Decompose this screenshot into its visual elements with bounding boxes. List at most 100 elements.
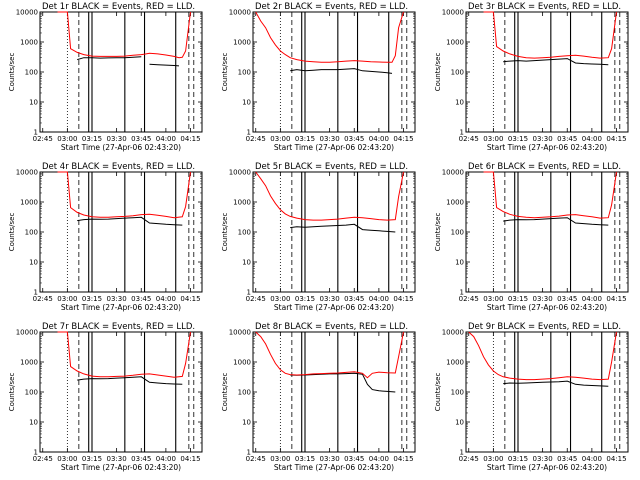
y-tick-label: 10000: [229, 329, 251, 337]
lld-series-line: [57, 331, 191, 378]
x-axis-label: Start Time (27-Apr-06 02:43:20): [61, 143, 181, 152]
x-tick-label: 03:45: [131, 455, 151, 463]
panel-title: Det 4r BLACK = Events, RED = LLD.: [42, 162, 195, 172]
x-tick-label: 02:45: [459, 295, 479, 303]
x-tick-label: 03:30: [320, 135, 340, 143]
plot-frame: [465, 331, 629, 453]
y-tick-label: 1: [34, 289, 38, 297]
lld-series-line: [483, 171, 617, 219]
panel-title: Det 9r BLACK = Events, RED = LLD.: [468, 322, 621, 332]
x-tick-label: 03:00: [270, 455, 290, 463]
x-tick-label: 04:15: [606, 135, 626, 143]
x-tick-label: 03:30: [107, 135, 127, 143]
y-tick-label: 10: [29, 99, 38, 107]
y-tick-label: 1: [247, 129, 251, 137]
x-axis-label: Start Time (27-Apr-06 02:43:20): [274, 143, 394, 152]
x-tick-label: 03:00: [483, 455, 503, 463]
x-tick-label: 03:45: [131, 135, 151, 143]
lld-series-line: [255, 11, 404, 63]
y-axis-label: Counts/sec: [434, 373, 442, 412]
events-series-line: [503, 380, 609, 387]
x-tick-label: 02:45: [459, 135, 479, 143]
x-tick-label: 03:00: [57, 295, 77, 303]
x-tick-label: 02:45: [246, 295, 266, 303]
y-tick-label: 100: [238, 389, 251, 397]
x-tick-label: 04:00: [582, 455, 602, 463]
y-tick-label: 1: [460, 129, 464, 137]
y-tick-label: 10000: [442, 329, 464, 337]
panel-title: Det 7r BLACK = Events, RED = LLD.: [42, 322, 195, 332]
x-tick-label: 03:00: [483, 295, 503, 303]
x-tick-label: 03:45: [344, 295, 364, 303]
x-tick-label: 04:00: [582, 135, 602, 143]
panel-title: Det 2r BLACK = Events, RED = LLD.: [255, 2, 408, 12]
x-tick-label: 03:45: [557, 455, 577, 463]
x-tick-label: 03:15: [295, 135, 315, 143]
y-tick-label: 10000: [229, 9, 251, 17]
panel-title: Det 5r BLACK = Events, RED = LLD.: [255, 162, 408, 172]
y-tick-label: 10: [242, 259, 251, 267]
x-tick-label: 04:00: [156, 455, 176, 463]
x-tick-label: 02:45: [33, 135, 53, 143]
y-tick-label: 10: [455, 99, 464, 107]
x-tick-label: 03:45: [344, 135, 364, 143]
plot-frame: [252, 11, 416, 133]
x-axis-label: Start Time (27-Apr-06 02:43:20): [61, 463, 181, 472]
y-tick-label: 10: [242, 99, 251, 107]
lld-series-line: [57, 11, 191, 59]
x-tick-label: 03:45: [557, 295, 577, 303]
events-series-line: [290, 372, 396, 393]
lld-series-line: [255, 331, 404, 379]
y-tick-label: 10000: [16, 169, 38, 177]
panel-title: Det 1r BLACK = Events, RED = LLD.: [42, 2, 195, 12]
y-tick-label: 100: [25, 229, 38, 237]
x-tick-label: 03:15: [508, 455, 528, 463]
y-tick-label: 1: [460, 449, 464, 457]
y-tick-label: 10000: [229, 169, 251, 177]
y-tick-label: 10: [29, 259, 38, 267]
lld-series-line: [255, 171, 404, 221]
y-tick-label: 10000: [442, 169, 464, 177]
y-tick-label: 1000: [20, 39, 38, 47]
x-tick-label: 04:15: [393, 295, 413, 303]
y-tick-label: 1: [34, 129, 38, 137]
x-axis-label: Start Time (27-Apr-06 02:43:20): [487, 463, 607, 472]
y-tick-label: 100: [238, 69, 251, 77]
lld-series-line: [483, 11, 617, 59]
x-tick-label: 02:45: [459, 455, 479, 463]
y-axis-label: Counts/sec: [434, 213, 442, 252]
y-tick-label: 1000: [446, 39, 464, 47]
x-tick-label: 03:15: [295, 295, 315, 303]
x-tick-label: 04:15: [180, 295, 200, 303]
x-tick-label: 02:45: [33, 295, 53, 303]
x-axis-label: Start Time (27-Apr-06 02:43:20): [487, 303, 607, 312]
x-tick-label: 03:00: [57, 135, 77, 143]
x-tick-label: 04:00: [369, 455, 389, 463]
events-series-line: [290, 68, 393, 74]
x-tick-label: 03:15: [295, 455, 315, 463]
x-tick-label: 03:30: [533, 135, 553, 143]
y-tick-label: 1: [34, 449, 38, 457]
x-tick-label: 02:45: [246, 135, 266, 143]
y-tick-label: 10: [455, 419, 464, 427]
y-axis-label: Counts/sec: [8, 53, 16, 92]
events-series-line: [77, 376, 183, 385]
lld-series-line: [468, 331, 617, 381]
x-tick-label: 03:45: [557, 135, 577, 143]
y-axis-label: Counts/sec: [221, 213, 229, 252]
x-tick-label: 03:00: [270, 135, 290, 143]
x-tick-label: 03:15: [508, 135, 528, 143]
plot-frame: [39, 331, 203, 453]
panel-title: Det 8r BLACK = Events, RED = LLD.: [255, 322, 408, 332]
y-axis-label: Counts/sec: [8, 213, 16, 252]
y-tick-label: 10000: [16, 9, 38, 17]
x-tick-label: 03:00: [57, 455, 77, 463]
y-tick-label: 100: [25, 389, 38, 397]
x-axis-label: Start Time (27-Apr-06 02:43:20): [274, 303, 394, 312]
events-series-line: [77, 56, 180, 67]
y-axis-label: Counts/sec: [434, 53, 442, 92]
x-tick-label: 04:00: [156, 135, 176, 143]
y-tick-label: 10: [242, 419, 251, 427]
y-tick-label: 1: [247, 449, 251, 457]
y-tick-label: 10000: [16, 329, 38, 337]
